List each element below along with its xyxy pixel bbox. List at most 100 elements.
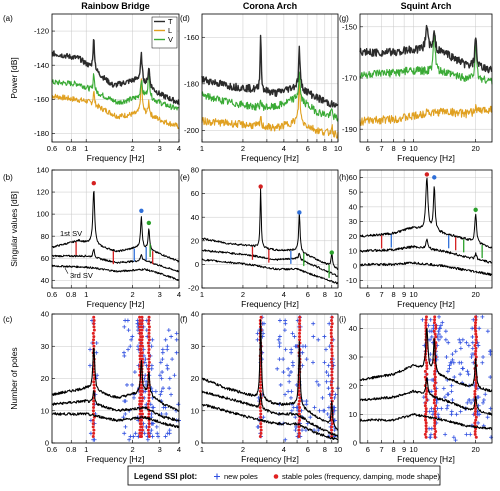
stable-pole-marker [424, 435, 428, 439]
stable-pole-marker [259, 409, 263, 413]
stable-pole-marker [147, 435, 151, 439]
stable-pole-marker [147, 422, 151, 426]
new-pole-marker [317, 408, 322, 413]
new-pole-marker [131, 434, 136, 439]
stable-pole-marker [138, 322, 142, 326]
stable-pole-marker [424, 392, 428, 396]
new-pole-marker [163, 337, 168, 342]
x-tick-label: 2 [241, 445, 245, 454]
stable-pole-marker [147, 399, 151, 403]
new-pole-marker [122, 324, 127, 329]
new-pole-marker [444, 406, 449, 411]
stable-pole-marker [147, 328, 151, 332]
new-pole-marker [470, 334, 475, 339]
series-l [359, 103, 493, 126]
stable-pole-marker [146, 406, 150, 410]
new-pole-marker [465, 400, 470, 405]
stable-pole-marker [259, 425, 263, 429]
stable-pole-marker [474, 335, 478, 339]
stable-pole-marker [147, 357, 151, 361]
stable-pole-marker [330, 325, 334, 329]
panel-label: (d) [180, 14, 190, 23]
x-axis-label: Frequency [Hz] [241, 454, 299, 464]
new-pole-marker [476, 412, 481, 417]
new-pole-marker [480, 360, 485, 365]
new-pole-marker [133, 431, 138, 436]
stable-pole-marker [474, 315, 478, 319]
series-v [201, 71, 339, 122]
new-pole-marker [325, 411, 330, 416]
stable-pole-marker [259, 415, 263, 419]
new-pole-marker [300, 428, 305, 433]
new-pole-marker [172, 373, 177, 378]
new-pole-marker [277, 357, 282, 362]
new-poles [87, 318, 181, 442]
new-pole-marker [443, 329, 448, 334]
stable-pole-marker [433, 409, 437, 413]
new-pole-marker [156, 434, 161, 439]
x-axis-label: Frequency [Hz] [87, 454, 145, 464]
stable-pole-marker [330, 338, 334, 342]
new-pole-marker [332, 395, 337, 400]
stable-pole-marker [147, 425, 151, 429]
new-pole-marker [316, 337, 321, 342]
stable-pole-marker [147, 325, 151, 329]
stable-pole-marker [433, 427, 437, 431]
x-tick-label: 6 [366, 290, 370, 299]
stable-pole-marker [473, 409, 477, 413]
stable-pole-marker [297, 402, 301, 406]
y-tick-label: 30 [349, 353, 357, 362]
new-pole-marker [151, 405, 156, 410]
series-t [51, 39, 180, 106]
stable-pole-marker [140, 399, 144, 403]
stable-pole-marker [433, 315, 437, 319]
x-tick-label: 8 [391, 290, 395, 299]
y-tick-label: 140 [36, 166, 49, 175]
x-tick-label: 9 [402, 144, 406, 153]
stable-pole-marker [424, 424, 428, 428]
new-pole-marker [476, 343, 481, 348]
stable-pole-marker [147, 412, 151, 416]
stable-pole-marker [330, 315, 334, 319]
stable-pole-marker [434, 389, 438, 393]
new-pole-marker [149, 344, 154, 349]
stable-pole-marker [298, 315, 302, 319]
x-tick-label: 20 [471, 144, 479, 153]
stable-pole-marker [138, 428, 142, 432]
stable-pole-marker [92, 335, 96, 339]
new-pole-marker [461, 366, 466, 371]
y-tick-label: 60 [191, 189, 199, 198]
new-pole-marker [127, 437, 132, 442]
new-pole-marker [87, 363, 92, 368]
new-pole-marker [289, 389, 294, 394]
x-axis-label: Frequency [Hz] [241, 299, 299, 309]
ssi-spectrum-line [51, 347, 180, 412]
annotation-1st-sv: 1st SV [60, 229, 82, 238]
new-pole-marker [165, 431, 170, 436]
ssi-spectrum-line [359, 327, 493, 393]
stable-pole-marker [297, 409, 301, 413]
y-tick-label: 0 [195, 439, 199, 448]
stable-pole-marker [433, 392, 437, 396]
new-pole-marker [143, 373, 148, 378]
stable-pole-marker [329, 383, 333, 387]
new-pole-marker [452, 375, 457, 380]
stable-pole-marker [433, 407, 437, 411]
stable-pole-marker [147, 318, 151, 322]
y-axis-label: Power [dB] [9, 57, 19, 99]
stable-pole-marker [138, 396, 142, 400]
ssi-panel: 0 10 20 30 40 1 2 4 6 8 10 Frequency [Hz] [191, 310, 343, 464]
stable-pole-marker [297, 393, 301, 397]
stable-pole-marker [330, 318, 334, 322]
new-pole-marker [324, 370, 329, 375]
new-pole-marker [437, 326, 442, 331]
new-pole-marker [459, 360, 464, 365]
new-pole-marker [469, 355, 474, 359]
mode-peak-dot [258, 184, 263, 189]
stable-pole-marker [433, 387, 437, 391]
new-pole-marker [481, 398, 486, 402]
x-tick-label: 0.6 [47, 290, 57, 299]
new-pole-marker [457, 337, 462, 342]
new-pole-marker [161, 405, 166, 410]
stable-pole-marker [298, 406, 302, 410]
